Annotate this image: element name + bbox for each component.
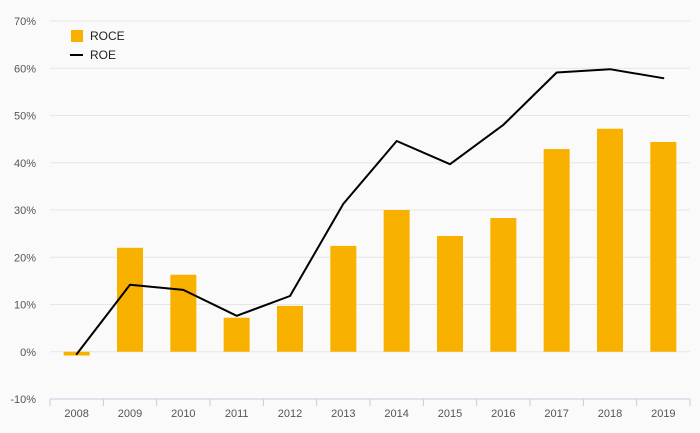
- roce-bars: [63, 128, 677, 356]
- y-tick-label: 50%: [14, 111, 36, 123]
- roe-line: [75, 68, 665, 356]
- x-tick-label: 2018: [598, 408, 622, 420]
- roce-bar: [597, 128, 623, 352]
- roce-bar: [383, 210, 410, 352]
- roce-bar: [543, 149, 570, 352]
- x-tick-label: 2008: [64, 408, 88, 420]
- x-tick-label: 2012: [278, 408, 302, 420]
- roce-bar: [490, 218, 517, 352]
- x-tick-label: 2016: [491, 408, 515, 420]
- y-axis: -10% 0% 10% 20% 30% 40% 50% 60% 70%: [10, 16, 36, 406]
- x-tick-label: 2011: [225, 408, 249, 420]
- grid: [50, 20, 690, 353]
- x-axis: 2008 2009 2010 2011 2012 2013 2014 2015 2016 2017…: [49, 398, 691, 420]
- y-tick-label: 60%: [14, 63, 36, 75]
- y-tick-label: 20%: [14, 252, 36, 264]
- x-tick-label: 2010: [171, 408, 195, 420]
- roce-bar: [117, 247, 143, 352]
- roce-bar: [223, 317, 250, 352]
- roe-line-layer: [75, 68, 665, 356]
- y-tick-label: 0%: [20, 347, 36, 359]
- y-tick-label: 40%: [14, 158, 36, 170]
- x-tick-label: 2015: [438, 408, 462, 420]
- roce-bar: [277, 305, 303, 352]
- roce-bar: [437, 235, 463, 352]
- x-tick-label: 2014: [384, 408, 408, 420]
- roce-bar: [650, 141, 677, 352]
- x-tick-label: 2013: [331, 408, 355, 420]
- y-tick-label: 10%: [14, 300, 36, 312]
- legend-label-roce: ROCE: [90, 29, 125, 43]
- x-tick-label: 2009: [118, 408, 142, 420]
- x-tick-label: 2019: [651, 408, 675, 420]
- y-tick-label: 30%: [14, 205, 36, 217]
- y-tick-label: 70%: [14, 16, 36, 28]
- x-tick-label: 2017: [544, 408, 568, 420]
- legend-label-roe: ROE: [90, 48, 116, 62]
- roce-bar: [170, 274, 197, 352]
- roce-bar: [330, 245, 357, 352]
- legend-swatch-roce: [71, 30, 83, 42]
- legend: ROCE ROE: [70, 29, 125, 62]
- y-tick-label: -10%: [10, 394, 36, 406]
